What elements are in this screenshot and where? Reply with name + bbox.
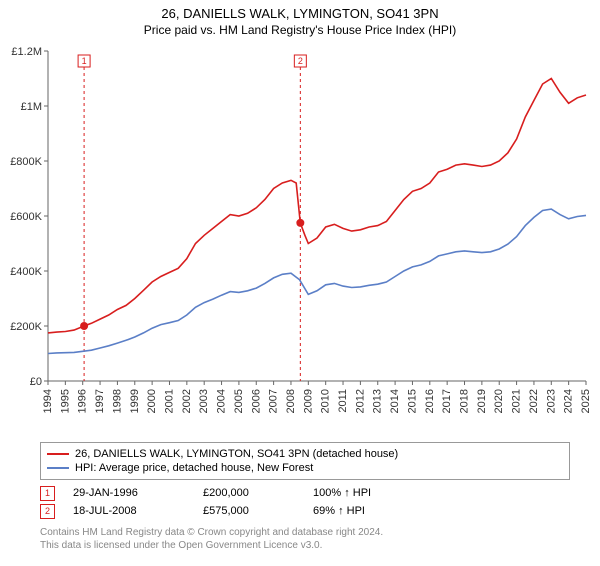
sale-date-1: 29-JAN-1996 bbox=[73, 487, 203, 499]
sale-row-2: 2 18-JUL-2008 £575,000 69% ↑ HPI bbox=[40, 502, 570, 520]
svg-text:1996: 1996 bbox=[77, 389, 89, 413]
legend: 26, DANIELLS WALK, LYMINGTON, SO41 3PN (… bbox=[40, 442, 570, 480]
svg-text:£0: £0 bbox=[30, 376, 42, 388]
svg-text:2007: 2007 bbox=[268, 389, 280, 413]
svg-text:2010: 2010 bbox=[320, 389, 332, 413]
svg-text:2003: 2003 bbox=[198, 389, 210, 413]
svg-text:£800K: £800K bbox=[10, 156, 42, 168]
sale-marker-1: 1 bbox=[40, 486, 55, 501]
svg-text:£1.2M: £1.2M bbox=[11, 46, 42, 58]
svg-text:2019: 2019 bbox=[476, 389, 488, 413]
svg-text:2025: 2025 bbox=[580, 389, 592, 413]
legend-swatch-hpi bbox=[47, 467, 69, 469]
footer-line-2: This data is licensed under the Open Gov… bbox=[40, 539, 570, 552]
svg-text:2022: 2022 bbox=[528, 389, 540, 413]
svg-text:2006: 2006 bbox=[250, 389, 262, 413]
svg-text:2004: 2004 bbox=[216, 389, 228, 413]
svg-text:2012: 2012 bbox=[354, 389, 366, 413]
sale-marker-2: 2 bbox=[40, 504, 55, 519]
svg-text:2024: 2024 bbox=[563, 389, 575, 413]
svg-text:2016: 2016 bbox=[424, 389, 436, 413]
svg-text:£1M: £1M bbox=[21, 101, 42, 113]
svg-text:2018: 2018 bbox=[459, 389, 471, 413]
svg-text:2008: 2008 bbox=[285, 389, 297, 413]
svg-text:1997: 1997 bbox=[94, 389, 106, 413]
svg-text:2001: 2001 bbox=[163, 389, 175, 413]
svg-text:2014: 2014 bbox=[389, 389, 401, 413]
svg-text:2009: 2009 bbox=[302, 389, 314, 413]
svg-text:1995: 1995 bbox=[59, 389, 71, 413]
legend-label-property: 26, DANIELLS WALK, LYMINGTON, SO41 3PN (… bbox=[75, 448, 398, 460]
sale-delta-1: 100% ↑ HPI bbox=[313, 487, 423, 499]
sales-table: 1 29-JAN-1996 £200,000 100% ↑ HPI 2 18-J… bbox=[40, 484, 570, 520]
footer: Contains HM Land Registry data © Crown c… bbox=[40, 526, 570, 552]
svg-text:1994: 1994 bbox=[42, 389, 54, 413]
svg-text:£200K: £200K bbox=[10, 321, 42, 333]
legend-label-hpi: HPI: Average price, detached house, New … bbox=[75, 462, 313, 474]
svg-text:£600K: £600K bbox=[10, 211, 42, 223]
svg-text:2021: 2021 bbox=[511, 389, 523, 413]
chart-plot-area: £0 £200K £400K £600K £800K £1M £1.2M 1994 1995 19… bbox=[0, 41, 600, 436]
svg-text:1999: 1999 bbox=[129, 389, 141, 413]
chart-container: 26, DANIELLS WALK, LYMINGTON, SO41 3PN P… bbox=[0, 6, 600, 566]
svg-text:£400K: £400K bbox=[10, 266, 42, 278]
svg-text:2002: 2002 bbox=[181, 389, 193, 413]
svg-text:2020: 2020 bbox=[493, 389, 505, 413]
sale-price-1: £200,000 bbox=[203, 487, 313, 499]
svg-text:2023: 2023 bbox=[545, 389, 557, 413]
sale-delta-2: 69% ↑ HPI bbox=[313, 505, 423, 517]
svg-text:2: 2 bbox=[298, 56, 303, 66]
legend-item-hpi: HPI: Average price, detached house, New … bbox=[47, 461, 563, 475]
svg-text:2017: 2017 bbox=[441, 389, 453, 413]
sale-row-1: 1 29-JAN-1996 £200,000 100% ↑ HPI bbox=[40, 484, 570, 502]
chart-subtitle: Price paid vs. HM Land Registry's House … bbox=[0, 23, 600, 37]
legend-item-property: 26, DANIELLS WALK, LYMINGTON, SO41 3PN (… bbox=[47, 447, 563, 461]
chart-svg: £0 £200K £400K £600K £800K £1M £1.2M 1994 1995 19… bbox=[0, 41, 600, 436]
svg-text:2005: 2005 bbox=[233, 389, 245, 413]
sale-price-2: £575,000 bbox=[203, 505, 313, 517]
svg-text:2013: 2013 bbox=[372, 389, 384, 413]
svg-text:1998: 1998 bbox=[111, 389, 123, 413]
legend-swatch-property bbox=[47, 453, 69, 455]
footer-line-1: Contains HM Land Registry data © Crown c… bbox=[40, 526, 570, 539]
chart-title: 26, DANIELLS WALK, LYMINGTON, SO41 3PN bbox=[0, 6, 600, 21]
sale-date-2: 18-JUL-2008 bbox=[73, 505, 203, 517]
svg-text:2015: 2015 bbox=[406, 389, 418, 413]
svg-text:1: 1 bbox=[82, 56, 87, 66]
svg-text:2011: 2011 bbox=[337, 389, 349, 413]
svg-text:2000: 2000 bbox=[146, 389, 158, 413]
